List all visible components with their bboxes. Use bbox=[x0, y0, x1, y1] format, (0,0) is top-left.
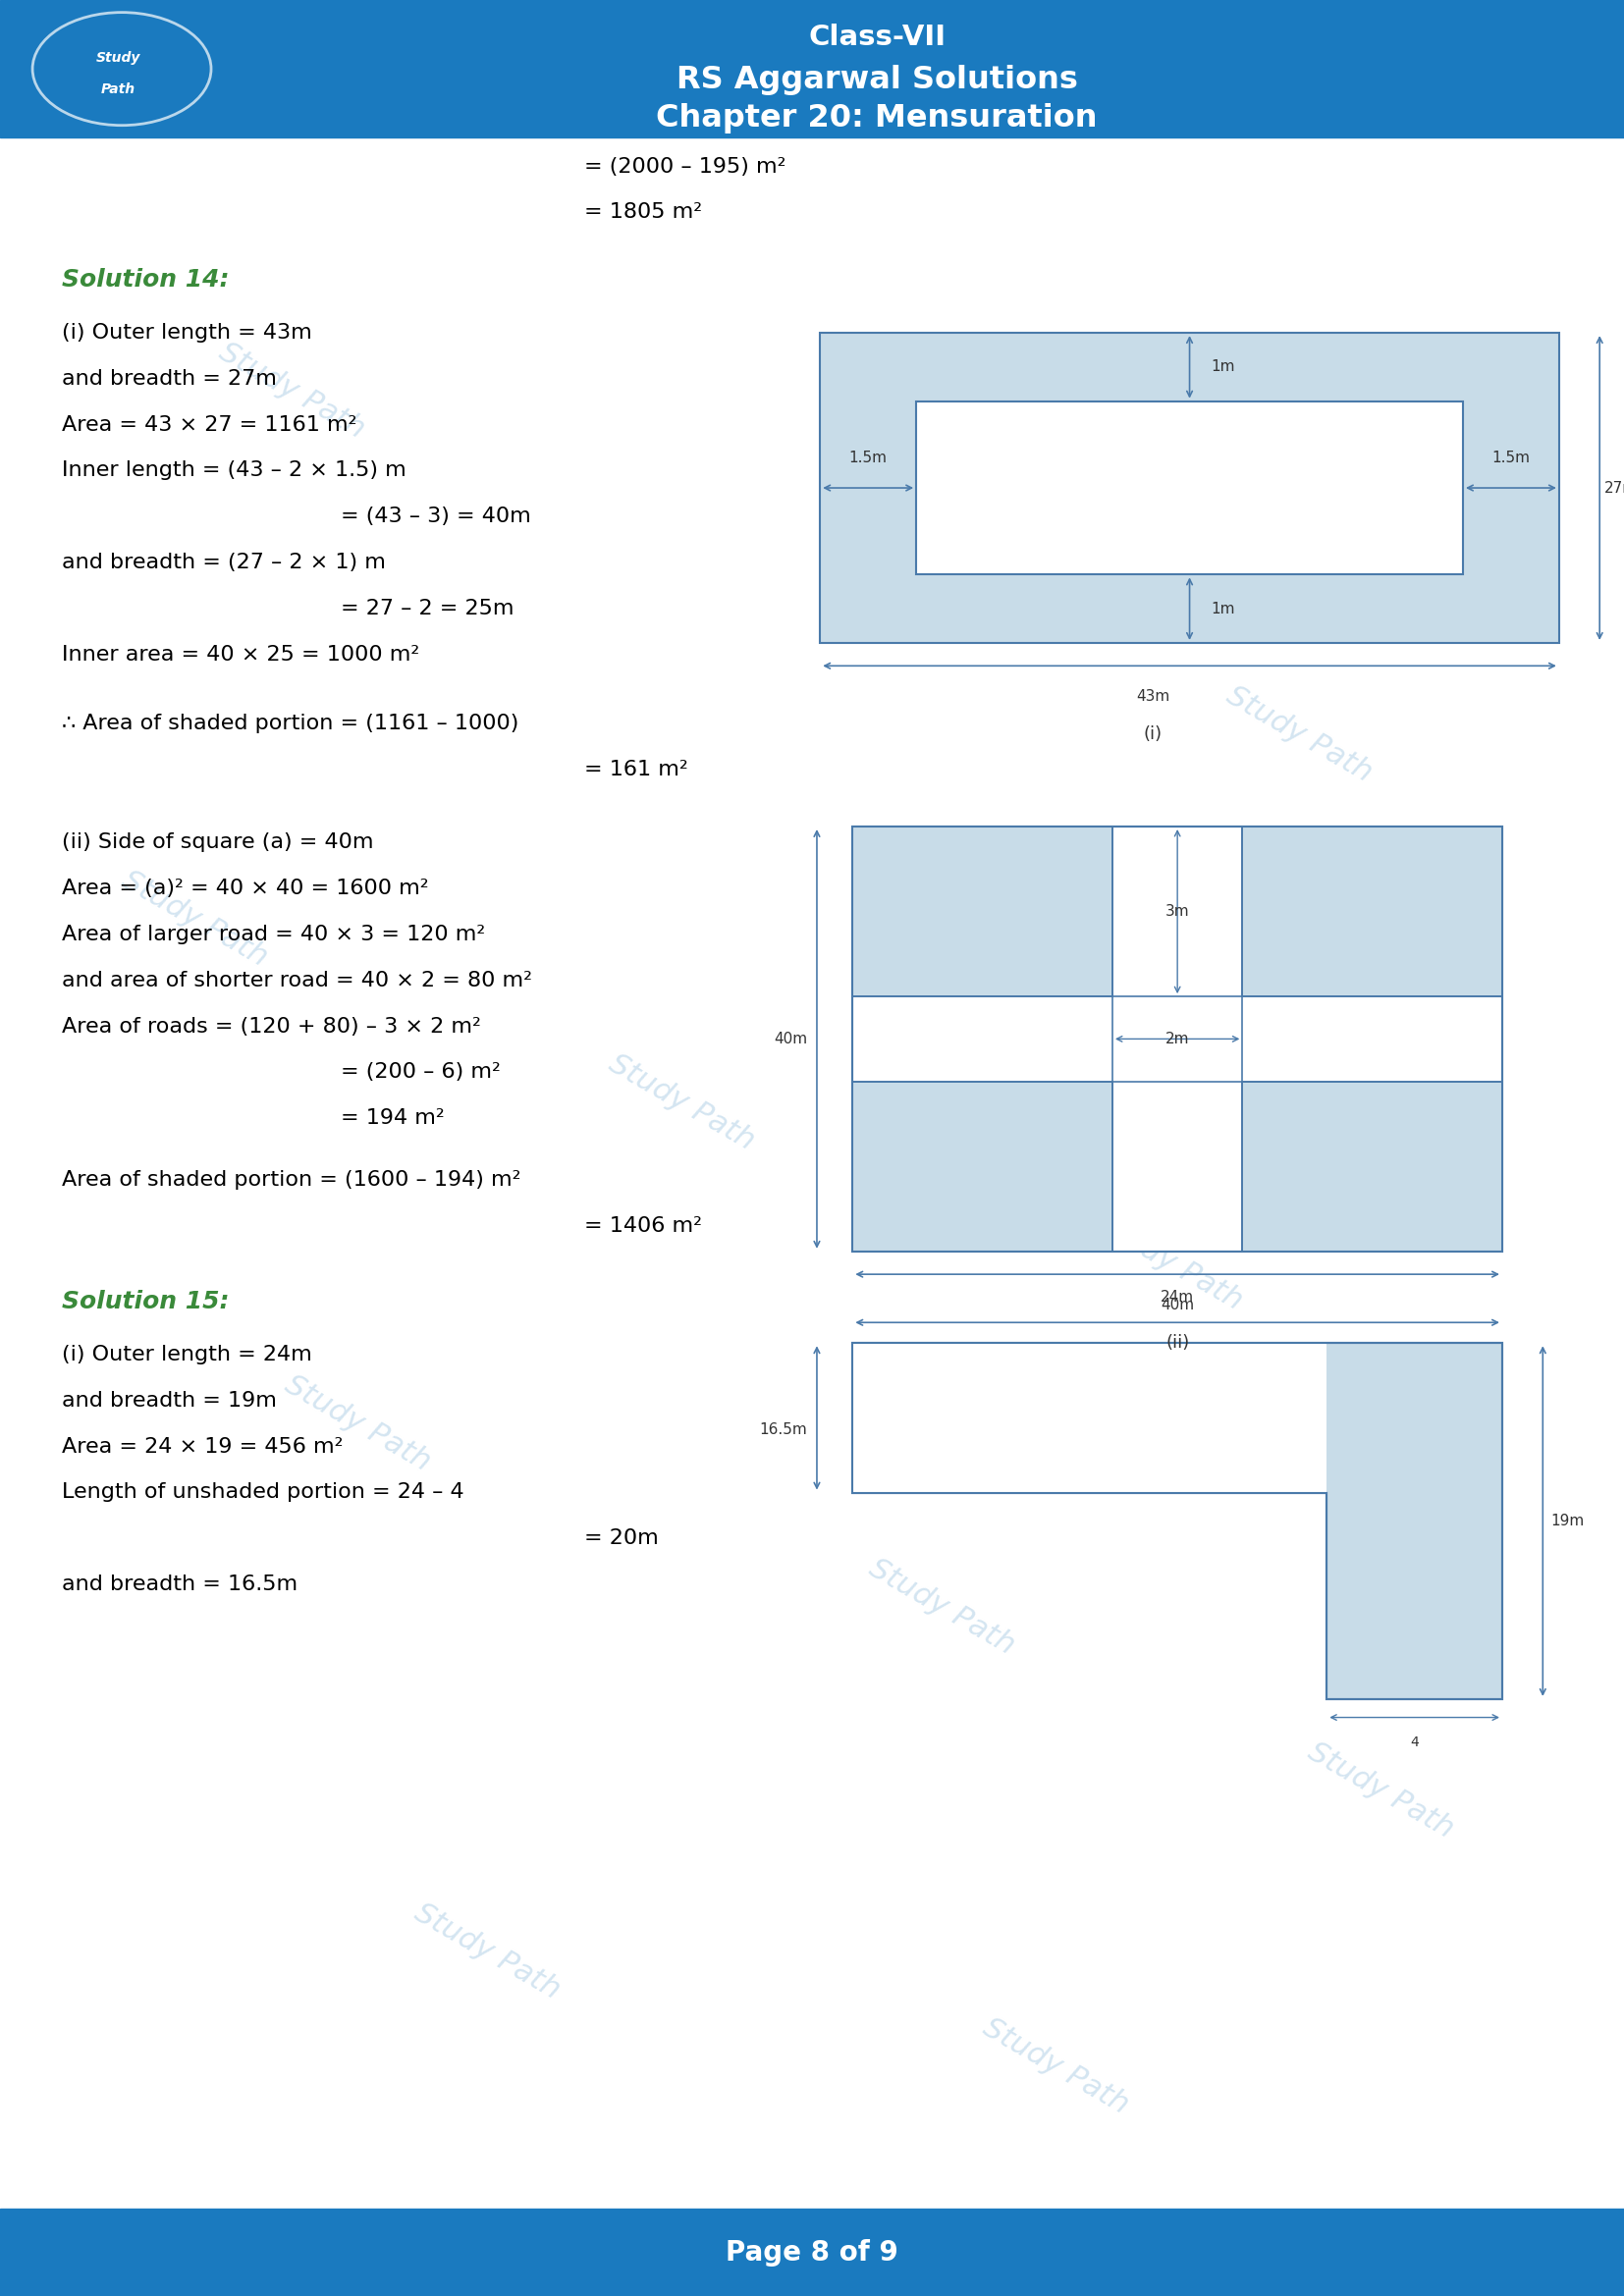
Text: 1.5m: 1.5m bbox=[849, 450, 887, 464]
Bar bbox=[916, 402, 1463, 574]
Text: = 20m: = 20m bbox=[585, 1529, 659, 1548]
Text: Length of unshaded portion = 24 – 4: Length of unshaded portion = 24 – 4 bbox=[62, 1483, 464, 1502]
Text: 40m: 40m bbox=[773, 1031, 807, 1047]
Text: Solution 15:: Solution 15: bbox=[62, 1290, 229, 1313]
Text: RS Aggarwal Solutions: RS Aggarwal Solutions bbox=[676, 64, 1078, 94]
Bar bbox=[0, 0, 1624, 138]
Text: 16.5m: 16.5m bbox=[760, 1421, 807, 1437]
Text: Study Path: Study Path bbox=[815, 521, 971, 627]
Text: Area = 24 × 19 = 456 m²: Area = 24 × 19 = 456 m² bbox=[62, 1437, 343, 1456]
Bar bbox=[820, 333, 1559, 643]
Text: 4: 4 bbox=[1410, 1736, 1419, 1750]
Text: Study Path: Study Path bbox=[1221, 682, 1377, 788]
Text: Study Path: Study Path bbox=[117, 866, 273, 971]
Bar bbox=[853, 1343, 1327, 1492]
Text: Study: Study bbox=[96, 51, 141, 64]
Polygon shape bbox=[853, 1343, 1502, 1699]
Text: 40m: 40m bbox=[1161, 1297, 1194, 1311]
Text: = 194 m²: = 194 m² bbox=[341, 1109, 445, 1127]
Text: (ii) Side of square (a) = 40m: (ii) Side of square (a) = 40m bbox=[62, 833, 374, 852]
Text: (i) Outer length = 43m: (i) Outer length = 43m bbox=[62, 324, 312, 342]
Text: Area of shaded portion = (1600 – 194) m²: Area of shaded portion = (1600 – 194) m² bbox=[62, 1171, 521, 1189]
Text: ∴ Area of shaded portion = (1161 – 1000): ∴ Area of shaded portion = (1161 – 1000) bbox=[62, 714, 518, 732]
Text: 27m: 27m bbox=[1605, 480, 1624, 496]
Bar bbox=[1242, 827, 1502, 996]
Text: Chapter 20: Mensuration: Chapter 20: Mensuration bbox=[656, 103, 1098, 133]
Text: Study Path: Study Path bbox=[604, 1049, 760, 1155]
Text: 1m: 1m bbox=[1210, 602, 1234, 615]
Text: = 1805 m²: = 1805 m² bbox=[585, 202, 703, 223]
Text: Path: Path bbox=[101, 83, 136, 96]
Text: Inner area = 40 × 25 = 1000 m²: Inner area = 40 × 25 = 1000 m² bbox=[62, 645, 419, 664]
Text: Study Path: Study Path bbox=[864, 1554, 1020, 1660]
Text: Study Path: Study Path bbox=[1091, 1210, 1247, 1316]
Text: Study Path: Study Path bbox=[1302, 1738, 1458, 1844]
Text: Study Path: Study Path bbox=[279, 1371, 435, 1476]
Text: = 161 m²: = 161 m² bbox=[585, 760, 689, 778]
Text: Area = 43 × 27 = 1161 m²: Area = 43 × 27 = 1161 m² bbox=[62, 416, 357, 434]
Text: Study Path: Study Path bbox=[409, 1899, 565, 2004]
Bar bbox=[853, 827, 1502, 1251]
Text: and breadth = 27m: and breadth = 27m bbox=[62, 370, 276, 388]
Text: (ii): (ii) bbox=[1166, 1334, 1189, 1352]
Text: 24m: 24m bbox=[1161, 1290, 1194, 1304]
Bar bbox=[0, 2209, 1624, 2296]
Text: Study Path: Study Path bbox=[978, 2014, 1134, 2119]
Text: Study Path: Study Path bbox=[214, 338, 370, 443]
Text: (i) Outer length = 24m: (i) Outer length = 24m bbox=[62, 1345, 312, 1364]
Text: 1.5m: 1.5m bbox=[1492, 450, 1530, 464]
Text: = (200 – 6) m²: = (200 – 6) m² bbox=[341, 1063, 500, 1081]
Text: (i): (i) bbox=[1143, 726, 1163, 744]
Text: Solution 14:: Solution 14: bbox=[62, 269, 229, 292]
Bar bbox=[853, 827, 1502, 1251]
Text: = (2000 – 195) m²: = (2000 – 195) m² bbox=[585, 156, 786, 177]
Bar bbox=[1242, 1081, 1502, 1251]
Text: and breadth = 16.5m: and breadth = 16.5m bbox=[62, 1575, 297, 1593]
Text: and breadth = (27 – 2 × 1) m: and breadth = (27 – 2 × 1) m bbox=[62, 553, 385, 572]
Text: = 1406 m²: = 1406 m² bbox=[585, 1217, 703, 1235]
Text: 1m: 1m bbox=[1210, 360, 1234, 374]
Text: Area of roads = (120 + 80) – 3 × 2 m²: Area of roads = (120 + 80) – 3 × 2 m² bbox=[62, 1017, 481, 1035]
Text: Inner length = (43 – 2 × 1.5) m: Inner length = (43 – 2 × 1.5) m bbox=[62, 461, 406, 480]
Text: = 27 – 2 = 25m: = 27 – 2 = 25m bbox=[341, 599, 515, 618]
Text: Area of larger road = 40 × 3 = 120 m²: Area of larger road = 40 × 3 = 120 m² bbox=[62, 925, 486, 944]
Text: = (43 – 3) = 40m: = (43 – 3) = 40m bbox=[341, 507, 531, 526]
Text: 43m: 43m bbox=[1135, 689, 1169, 703]
Text: 19m: 19m bbox=[1551, 1513, 1585, 1529]
Text: Area = (a)² = 40 × 40 = 1600 m²: Area = (a)² = 40 × 40 = 1600 m² bbox=[62, 879, 429, 898]
Text: 2m: 2m bbox=[1166, 1031, 1189, 1047]
Text: Page 8 of 9: Page 8 of 9 bbox=[726, 2239, 898, 2266]
Bar bbox=[853, 827, 1112, 996]
Text: and area of shorter road = 40 × 2 = 80 m²: and area of shorter road = 40 × 2 = 80 m… bbox=[62, 971, 533, 990]
Text: Class-VII: Class-VII bbox=[809, 23, 945, 51]
Bar bbox=[853, 1081, 1112, 1251]
Text: 3m: 3m bbox=[1166, 905, 1189, 918]
Text: and breadth = 19m: and breadth = 19m bbox=[62, 1391, 276, 1410]
